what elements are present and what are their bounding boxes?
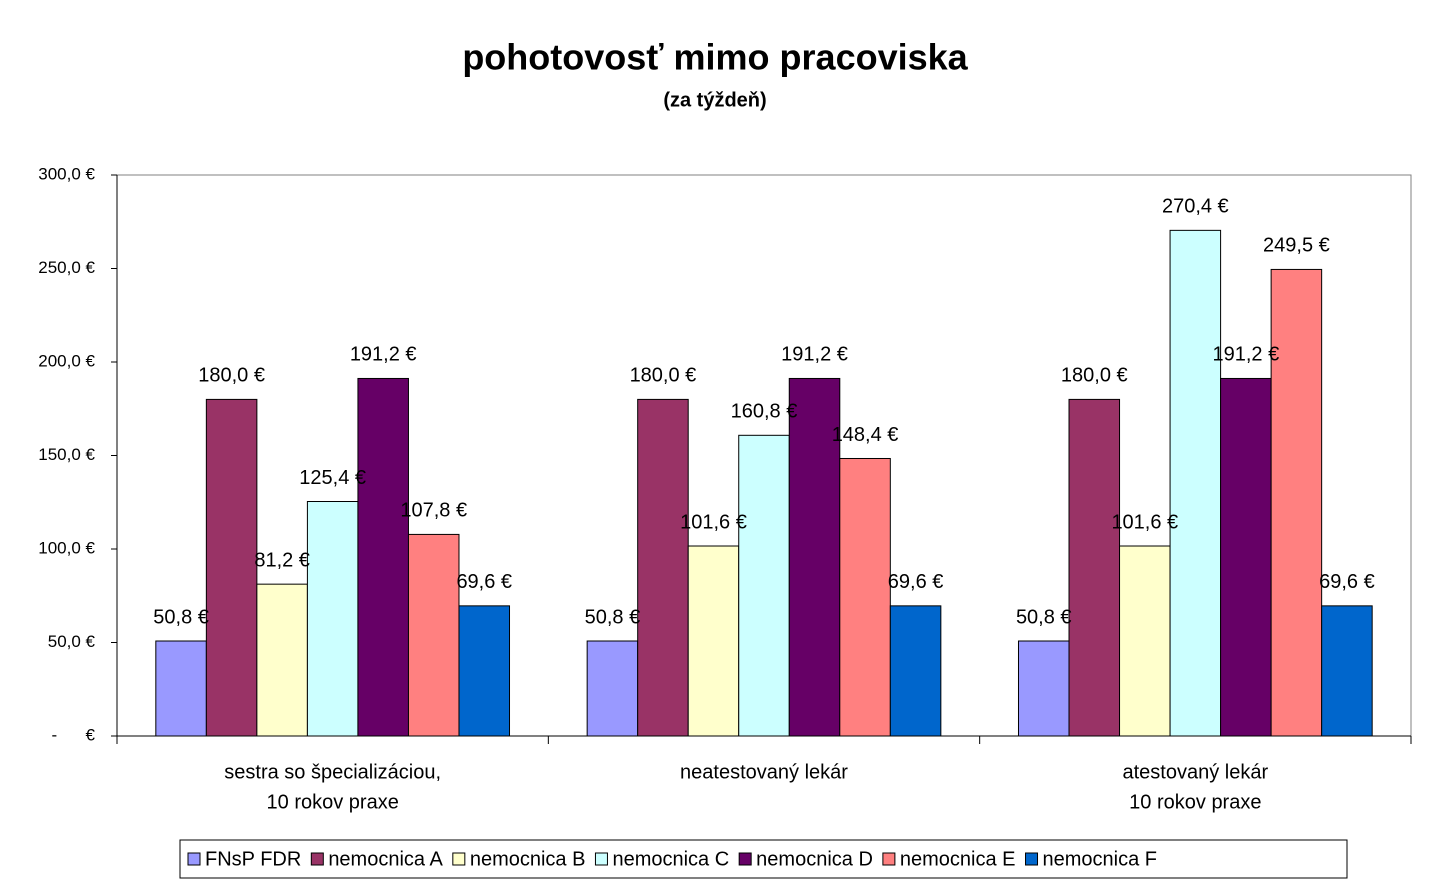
value-label: 69,6 € [888, 571, 944, 593]
bar [1068, 398, 1121, 737]
value-label: 69,6 € [1319, 571, 1375, 593]
value-label: 191,2 € [781, 344, 848, 366]
legend-label: nemocnica F [1043, 848, 1158, 870]
y-tick-label: - € [52, 725, 96, 744]
bar [306, 501, 359, 737]
y-tick-label: 300,0 € [38, 164, 95, 183]
value-label: 270,4 € [1162, 196, 1229, 218]
y-tick-label: 250,0 € [38, 258, 95, 277]
legend-label: nemocnica C [612, 848, 729, 870]
x-tick-label: sestra so špecializáciou, [224, 761, 441, 783]
y-tick-label: 100,0 € [38, 538, 95, 557]
bar [1321, 605, 1373, 737]
legend-label: nemocnica A [328, 848, 443, 870]
value-label: 191,2 € [350, 344, 417, 366]
bar [256, 583, 308, 737]
value-label: 180,0 € [198, 365, 265, 387]
bar [1017, 640, 1070, 737]
bar [738, 434, 790, 737]
value-label: 50,8 € [153, 606, 209, 628]
bar [1220, 377, 1272, 737]
bar [889, 605, 942, 737]
bar [687, 545, 740, 737]
x-tick-label: atestovaný lekár [1123, 761, 1269, 783]
chart-title: pohotovosť mimo pracoviska [462, 37, 968, 78]
bar [1270, 268, 1323, 737]
legend-label: nemocnica D [756, 848, 873, 870]
bar [205, 398, 258, 737]
value-label: 101,6 € [680, 511, 747, 533]
y-tick-label: 200,0 € [38, 351, 95, 370]
x-tick-label: 10 rokov praxe [1129, 791, 1261, 813]
legend-swatch [738, 852, 752, 866]
value-label: 148,4 € [832, 424, 899, 446]
bar [1119, 545, 1171, 737]
bar [637, 398, 689, 737]
value-label: 107,8 € [400, 500, 467, 522]
legend-swatch [187, 852, 201, 866]
bar [586, 640, 639, 737]
value-label: 180,0 € [630, 365, 697, 387]
legend-label: nemocnica E [900, 848, 1016, 870]
legend-swatch [310, 852, 324, 866]
value-label: 160,8 € [731, 401, 798, 423]
legend-swatch [594, 852, 608, 866]
value-label: 249,5 € [1263, 235, 1330, 257]
value-label: 50,8 € [585, 606, 641, 628]
bar [458, 605, 511, 737]
bar [357, 377, 409, 737]
x-tick-label: 10 rokov praxe [267, 791, 399, 813]
bar [155, 640, 207, 737]
bar [788, 377, 841, 737]
value-label: 191,2 € [1212, 344, 1279, 366]
value-label: 81,2 € [254, 549, 310, 571]
value-label: 180,0 € [1061, 365, 1128, 387]
x-tick-label: neatestovaný lekár [680, 761, 848, 783]
value-label: 69,6 € [456, 571, 512, 593]
value-label: 50,8 € [1016, 606, 1072, 628]
legend-label: nemocnica B [470, 848, 586, 870]
legend-swatch [452, 852, 466, 866]
bar [839, 457, 891, 737]
legend-swatch [882, 852, 896, 866]
y-tick-label: 150,0 € [38, 445, 95, 464]
legend-swatch [1025, 852, 1039, 866]
value-label: 101,6 € [1111, 511, 1178, 533]
bar [1169, 229, 1222, 737]
y-tick-label: 50,0 € [48, 632, 96, 651]
bar [407, 533, 460, 737]
legend-box [179, 839, 1348, 879]
legend-label: FNsP FDR [205, 848, 301, 870]
chart-subtitle: (za týždeň) [663, 89, 766, 111]
value-label: 125,4 € [299, 467, 366, 489]
